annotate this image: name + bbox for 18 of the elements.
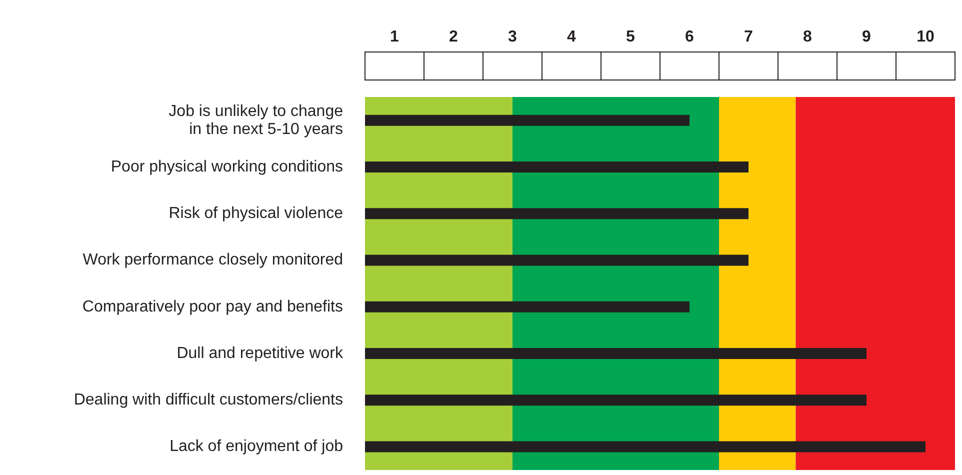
y-tick-label: Risk of physical violence <box>168 205 344 222</box>
x-tick-label: 3 <box>508 28 518 46</box>
x-tick-label: 5 <box>626 28 636 46</box>
y-tick-label: Dull and repetitive work <box>176 344 344 362</box>
x-tick-label: 10 <box>916 28 934 46</box>
y-tick-label: Work performance closely monitored <box>82 252 343 269</box>
x-tick-label: 8 <box>803 28 812 46</box>
x-tick-label: 1 <box>390 28 400 46</box>
x-tick-label: 4 <box>567 28 576 46</box>
x-tick-label: 9 <box>862 28 872 46</box>
y-tick-label: Job is unlikely to change in the next 5-10 years <box>168 102 344 138</box>
x-tick-label: 2 <box>449 28 458 46</box>
y-tick-label: Dealing with difficult customers/clients <box>74 392 343 409</box>
y-tick-label: Lack of enjoyment of job <box>170 438 344 456</box>
y-tick-label: Poor physical working conditions <box>110 158 343 176</box>
y-tick-label: Comparatively poor pay and benefits <box>82 298 343 316</box>
x-tick-label: 6 <box>685 28 694 46</box>
x-tick-label: 7 <box>744 28 754 46</box>
